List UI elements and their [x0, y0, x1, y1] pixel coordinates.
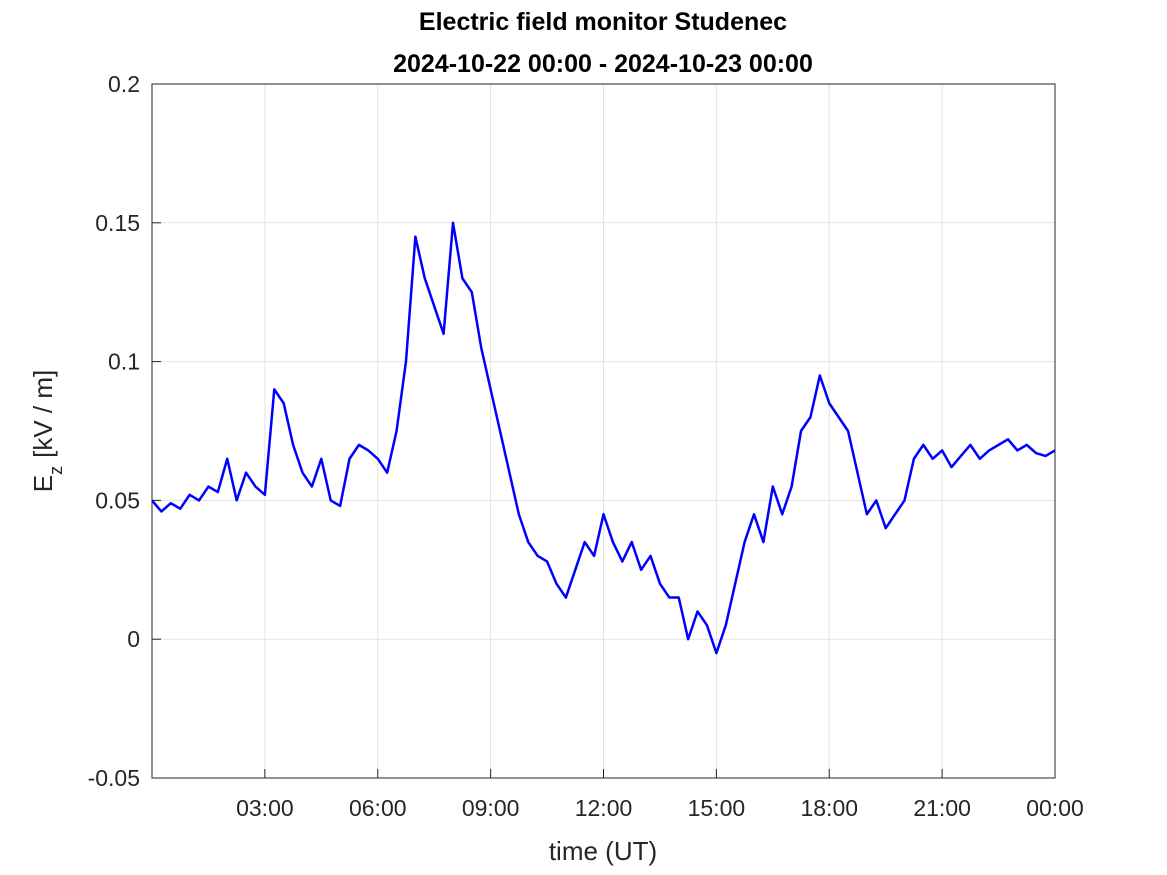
y-tick-label: 0.2 — [108, 71, 140, 97]
y-axis-label: Ez [kV / m] — [28, 370, 66, 492]
y-label-sub: z — [46, 466, 66, 475]
y-tick-label: 0.05 — [95, 487, 140, 513]
y-label-unit: [kV / m] — [28, 370, 58, 458]
x-tick-label: 03:00 — [236, 795, 294, 821]
x-axis-label: time (UT) — [549, 836, 657, 866]
x-tick-label: 06:00 — [349, 795, 407, 821]
plot-frame — [151, 83, 1056, 779]
y-tick-label: 0.1 — [108, 349, 140, 375]
x-tick-label: 09:00 — [462, 795, 520, 821]
data-line — [151, 221, 1056, 655]
x-tick-label: 21:00 — [913, 795, 971, 821]
x-tick-label: 00:00 — [1026, 795, 1084, 821]
y-tick-label: 0.15 — [95, 210, 140, 236]
x-tick-label: 18:00 — [800, 795, 858, 821]
y-tick-label: 0 — [127, 626, 140, 652]
x-tick-label: 15:00 — [688, 795, 746, 821]
chart-title: Electric field monitor Studenec — [419, 8, 787, 36]
x-tick-label: 12:00 — [575, 795, 633, 821]
y-tick-label: -0.05 — [88, 765, 140, 791]
y-label-main: E — [28, 475, 58, 492]
chart-subtitle: 2024-10-22 00:00 - 2024-10-23 00:00 — [393, 50, 813, 78]
